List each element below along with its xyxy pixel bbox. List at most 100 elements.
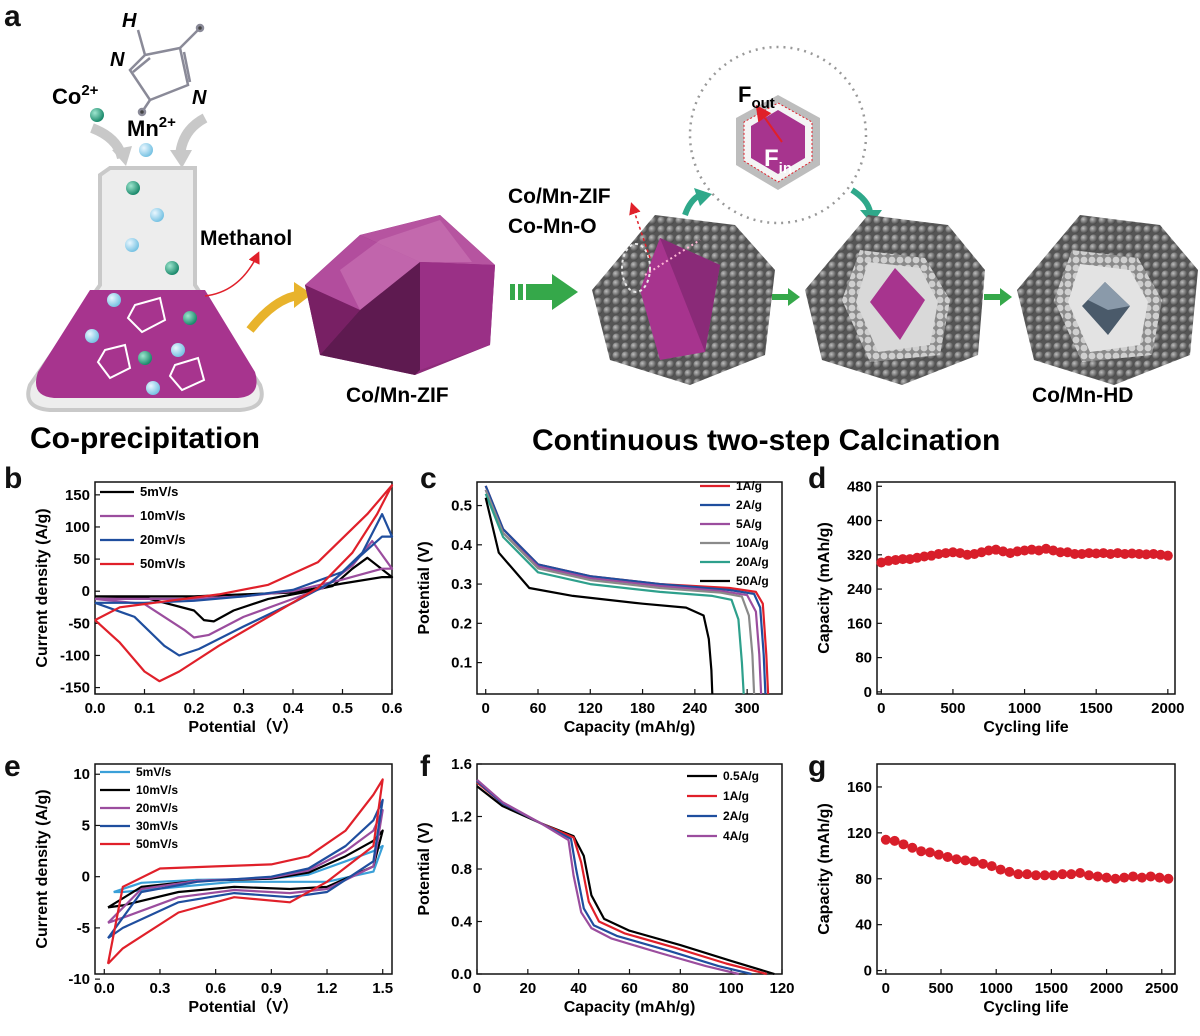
x-axis-label-d: Cycling life xyxy=(983,719,1068,736)
x-tick-label-d: 1500 xyxy=(1080,700,1113,717)
x-tick-label-f: 20 xyxy=(519,980,536,997)
y-tick-label-b: 150 xyxy=(65,487,90,504)
y-tick-label-b: -100 xyxy=(60,647,90,664)
x-tick-label-d: 1000 xyxy=(1008,700,1041,717)
series-line-c xyxy=(484,493,745,695)
data-point-g xyxy=(986,861,997,872)
co-ion-icon xyxy=(90,108,104,122)
y-tick-label-g: 40 xyxy=(855,917,872,934)
y-tick-label-g: 120 xyxy=(847,825,872,842)
data-point-g xyxy=(1119,872,1130,883)
x-axis-label-c: Capacity (mAh/g) xyxy=(564,719,696,736)
data-point-g xyxy=(880,834,891,845)
data-point-g xyxy=(1154,872,1165,883)
data-point-d xyxy=(897,554,908,565)
legend-label-f: 1A/g xyxy=(723,789,749,803)
coprecipitation-label: Co-precipitation xyxy=(30,422,260,455)
series-line-e xyxy=(107,798,384,940)
x-tick-label-f: 40 xyxy=(570,980,587,997)
legend-label-c: 10A/g xyxy=(736,536,769,550)
core-shell-particle-icon xyxy=(592,215,775,385)
force-hexagon-icon xyxy=(736,95,820,190)
ligand-n-label: N xyxy=(110,49,125,71)
data-point-g xyxy=(1048,870,1059,881)
inset-out-arrow-icon xyxy=(850,187,873,213)
yolk-shell-particle-icon xyxy=(805,215,985,385)
legend-label-c: 50A/g xyxy=(736,574,769,588)
x-tick-label-d: 0 xyxy=(877,700,885,717)
x-tick-label-b: 0.0 xyxy=(85,700,106,717)
chart-c: 0 60 120 180 240 300 0.1 0.2 0.3 0.4 0.5 Capacity (… xyxy=(416,479,783,736)
panel-label-f: f xyxy=(420,750,430,783)
x-tick-label-b: 0.1 xyxy=(134,700,155,717)
chart-g: 0 500 1000 1500 2000 2500 0 40 80 120 160 Cycling l… xyxy=(816,763,1178,1016)
y-tick-label-f: 0.8 xyxy=(451,861,472,878)
data-point-d xyxy=(1069,548,1080,559)
step-arrow-1-icon xyxy=(772,294,790,300)
x-tick-label-c: 60 xyxy=(530,700,547,717)
y-tick-label-c: 0.1 xyxy=(451,655,472,672)
data-point-d xyxy=(1055,547,1066,558)
methanol-pointer-icon xyxy=(204,251,260,297)
data-point-g xyxy=(960,855,971,866)
synthesis-schematic: H N N Co2+ Mn2+ Methanol Co-precipitatio… xyxy=(26,10,1198,457)
x-tick-label-d: 500 xyxy=(940,700,965,717)
x-tick-label-f: 0 xyxy=(473,980,481,997)
series-line-e xyxy=(106,778,384,965)
x-tick-label-b: 0.4 xyxy=(283,700,305,717)
y-tick-label-f: 0.0 xyxy=(451,966,472,983)
f-out-label: Fout xyxy=(738,82,775,112)
y-tick-label-e: 5 xyxy=(82,817,90,834)
data-point-g xyxy=(1057,869,1068,880)
x-tick-label-f: 60 xyxy=(621,980,638,997)
series-line-c xyxy=(484,485,767,695)
data-point-g xyxy=(1004,866,1015,877)
data-point-g xyxy=(1101,872,1112,883)
y-tick-label-b: 50 xyxy=(73,551,90,568)
data-point-g xyxy=(1128,871,1139,882)
data-point-d xyxy=(1141,549,1152,560)
data-point-g xyxy=(1163,873,1174,884)
legend-label-f: 0.5A/g xyxy=(723,769,759,783)
data-point-g xyxy=(916,846,927,857)
legend-label-f: 4A/g xyxy=(723,829,749,843)
y-tick-label-b: 0 xyxy=(82,583,90,600)
legend-label-e: 30mV/s xyxy=(136,819,178,833)
step-arrow-2-icon xyxy=(984,294,1002,300)
panel-label-b: b xyxy=(4,462,23,495)
data-point-d xyxy=(1162,550,1173,561)
plot-frame-d xyxy=(876,481,1176,695)
data-point-g xyxy=(1083,870,1094,881)
data-point-g xyxy=(1145,871,1156,882)
y-tick-label-f: 0.4 xyxy=(451,914,473,931)
inset-circle xyxy=(688,45,868,225)
ligand-n-label-2: N xyxy=(192,87,207,109)
series-line-b xyxy=(94,513,394,657)
y-tick-label-e: 0 xyxy=(82,869,90,886)
y-tick-label-d: 320 xyxy=(847,547,872,564)
legend-label-f: 2A/g xyxy=(723,809,749,823)
y-tick-label-f: 1.6 xyxy=(451,756,472,773)
data-point-g xyxy=(898,839,909,850)
gold-arrow-icon xyxy=(246,290,301,333)
y-axis-label-d: Capacity (mAh/g) xyxy=(816,522,833,654)
data-point-g xyxy=(969,856,980,867)
x-tick-label-g: 2000 xyxy=(1090,980,1123,997)
green-arrow-icon xyxy=(510,274,578,310)
panel-label-e: e xyxy=(4,750,21,783)
x-tick-label-e: 0.0 xyxy=(94,980,115,997)
data-point-d xyxy=(1091,548,1102,559)
y-tick-label-e: 10 xyxy=(73,766,90,783)
methanol-label: Methanol xyxy=(200,227,292,250)
x-tick-label-c: 240 xyxy=(682,700,707,717)
x-axis-label-f: Capacity (mAh/g) xyxy=(564,999,696,1016)
x-tick-label-e: 1.2 xyxy=(317,980,338,997)
legend-label-c: 2A/g xyxy=(736,498,762,512)
legend-label-b: 50mV/s xyxy=(140,556,186,571)
legend-label-b: 5mV/s xyxy=(140,484,178,499)
plot-frame-e xyxy=(94,763,393,975)
data-point-g xyxy=(1136,872,1147,883)
oxide-label: Co-Mn-O xyxy=(508,215,597,238)
y-tick-label-f: 1.2 xyxy=(451,809,472,826)
data-point-g xyxy=(995,864,1006,875)
